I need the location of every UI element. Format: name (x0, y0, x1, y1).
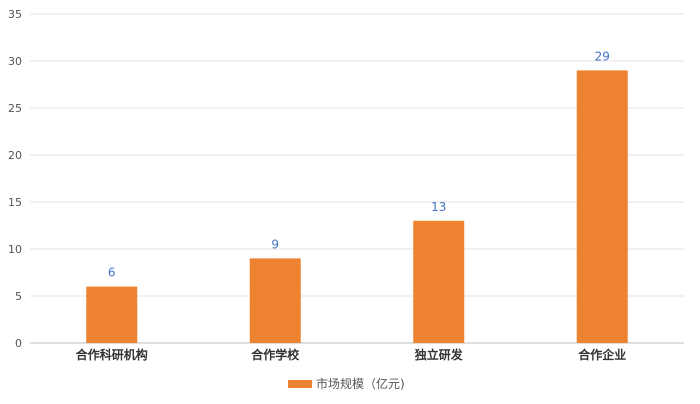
bar (249, 258, 301, 343)
bar (86, 286, 138, 343)
bar-series (86, 70, 628, 344)
x-category-label: 独立研发 (414, 347, 464, 362)
y-axis: 0 5 10 15 20 25 30 35 (8, 8, 22, 350)
y-tick-label: 20 (8, 149, 22, 162)
y-tick-label: 30 (8, 55, 22, 68)
legend-label: 市场规模（亿元) (316, 376, 405, 391)
x-category-label: 合作学校 (251, 347, 300, 362)
y-tick-label: 25 (8, 102, 22, 115)
data-label: 6 (108, 266, 116, 280)
y-tick-label: 35 (8, 8, 22, 21)
bar (576, 70, 628, 344)
y-tick-label: 10 (8, 243, 22, 256)
data-label: 13 (431, 200, 446, 214)
data-labels: 6 9 13 29 (108, 49, 610, 279)
gridlines (30, 13, 684, 344)
data-label: 29 (595, 49, 610, 63)
bar (413, 220, 465, 343)
legend-swatch (288, 380, 312, 388)
x-category-label: 合作科研机构 (76, 347, 148, 362)
data-label: 9 (271, 237, 279, 251)
y-tick-label: 5 (15, 290, 22, 303)
x-category-label: 合作企业 (578, 347, 626, 362)
y-tick-label: 15 (8, 196, 22, 209)
legend: 市场规模（亿元) (288, 376, 405, 391)
y-tick-label: 0 (15, 337, 22, 350)
x-axis: 合作科研机构 合作学校 独立研发 合作企业 (76, 347, 627, 362)
